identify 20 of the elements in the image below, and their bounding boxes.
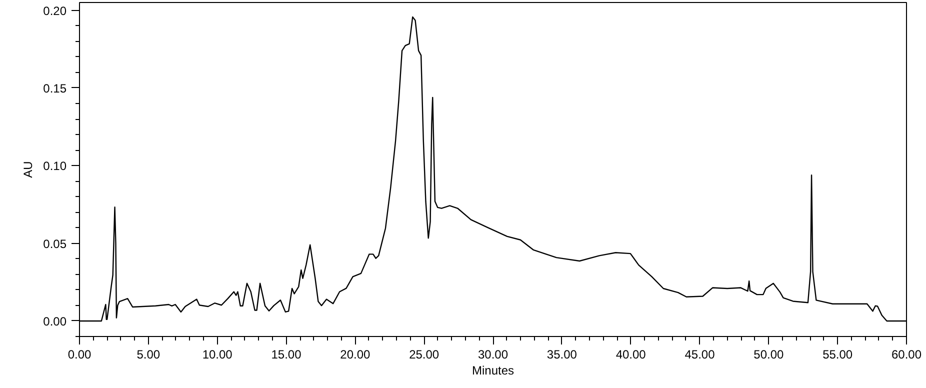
y-tick-label: 0.05: [43, 236, 67, 251]
x-tick-label: 5.00: [136, 348, 160, 362]
x-tick-label: 15.00: [271, 348, 302, 362]
y-axis-title: AU: [21, 161, 36, 178]
x-tick-label: 45.00: [684, 348, 716, 362]
x-axis-title: Minutes: [472, 364, 514, 378]
y-tick-label: 0.10: [43, 159, 67, 174]
x-tick-label: 25.00: [409, 348, 440, 362]
x-tick-label: 40.00: [616, 348, 646, 362]
y-tick-label: 0.15: [43, 81, 67, 96]
y-tick-label: 0.00: [43, 314, 67, 328]
y-tick-label: 0.20: [43, 4, 67, 18]
x-tick-label: 60.00: [891, 348, 922, 362]
x-tick-label: 10.00: [202, 348, 233, 362]
x-tick-label: 20.00: [340, 348, 371, 362]
x-tick-label: 50.00: [754, 348, 784, 362]
x-tick-label: 0.00: [68, 348, 92, 362]
x-tick-label: 55.00: [822, 348, 853, 362]
x-tick-label: 30.00: [478, 348, 508, 362]
x-tick-label: 35.00: [546, 348, 578, 362]
